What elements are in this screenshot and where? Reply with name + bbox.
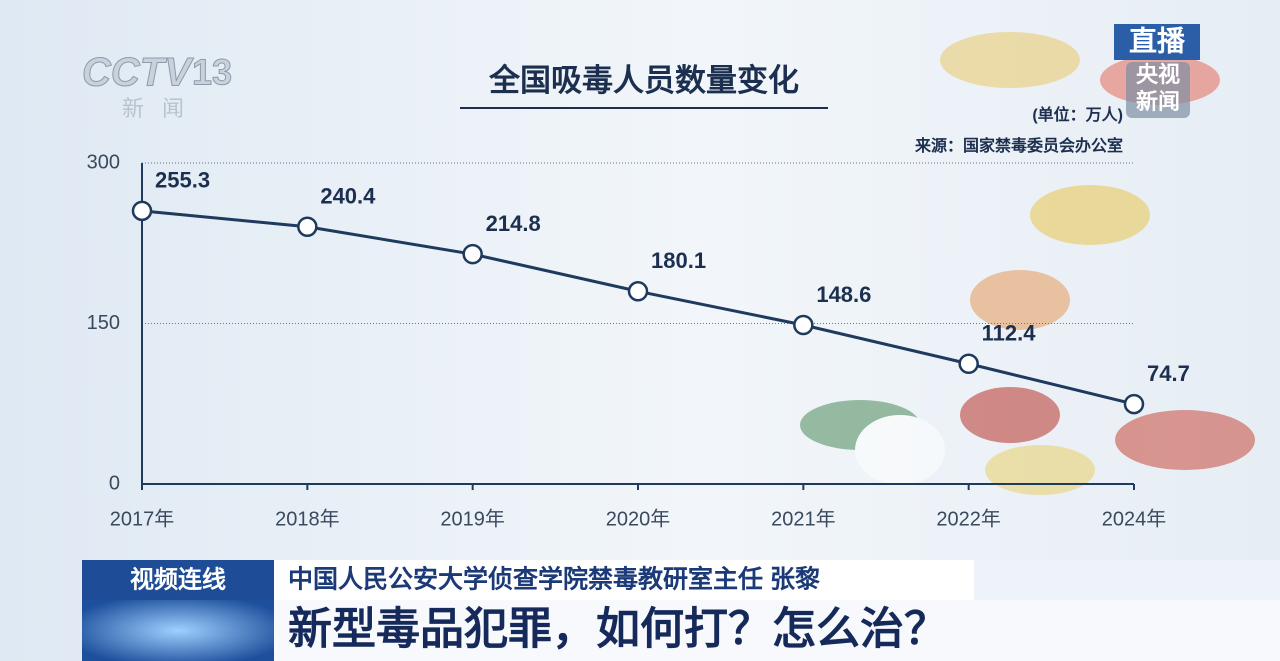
logo-channel: CCTV — [82, 51, 194, 95]
data-point — [793, 314, 814, 336]
badge-brand-top: 央视 — [1136, 62, 1180, 87]
tag-bg — [82, 560, 274, 600]
badge-live-bg — [1114, 24, 1200, 60]
data-point — [958, 353, 979, 374]
x-tick-label: 2021年 — [771, 507, 836, 530]
data-point — [627, 281, 649, 302]
data-label: 240.4 — [320, 184, 376, 209]
data-label: 180.1 — [651, 248, 706, 273]
globe — [82, 600, 274, 661]
data-label: 112.4 — [982, 321, 1037, 346]
speaker-bg — [274, 560, 974, 600]
logo: CCTV 13 新闻 — [82, 50, 233, 121]
data-point — [131, 200, 153, 222]
y-tick-label: 300 — [87, 151, 120, 173]
logo-number: 13 — [192, 52, 232, 93]
badge: 直播 央视 新闻 — [1114, 24, 1200, 118]
x-tick-label: 2020年 — [606, 507, 671, 530]
data-label: 148.6 — [816, 282, 871, 307]
x-tick-label: 2024年 — [1102, 507, 1167, 530]
tag: 视频连线 — [130, 565, 226, 593]
logo-sub: 新闻 — [122, 96, 202, 121]
data-label: 74.7 — [1147, 361, 1190, 386]
x-tick-label: 2022年 — [936, 507, 1001, 530]
x-tick-label: 2017年 — [110, 507, 175, 530]
data-point — [1123, 393, 1145, 415]
speaker: 中国人民公安大学侦查学院禁毒教研室主任 张黎 — [288, 565, 820, 594]
headline: 新型毒品犯罪，如何打？怎么治？ — [288, 605, 948, 654]
chart-title: 全国吸毒人员数量变化 — [488, 63, 799, 98]
data-label: 214.8 — [486, 211, 541, 236]
data-point — [462, 243, 483, 265]
badge-brand-bg — [1126, 62, 1190, 118]
x-tick-label: 2018年 — [275, 507, 340, 530]
headline-bg — [82, 600, 1280, 661]
y-tick-label: 0 — [109, 472, 120, 494]
plot: 0 150 300 2017年 2018年 2019年 2020年 2021年 2022年 202… — [87, 151, 1190, 530]
data-label: 255.3 — [155, 168, 210, 193]
lower-third: 视频连线 中国人民公安大学侦查学院禁毒教研室主任 张黎 新型毒品犯罪，如何打？怎… — [82, 560, 1280, 661]
source: 来源：国家禁毒委员会办公室 — [914, 136, 1123, 155]
y-tick-label: 150 — [87, 312, 120, 334]
unit-note: (单位：万人) — [1032, 105, 1123, 124]
data-point — [297, 216, 318, 238]
badge-live: 直播 — [1129, 25, 1186, 56]
x-tick-label: 2019年 — [440, 507, 505, 530]
badge-brand-bottom: 新闻 — [1136, 89, 1180, 114]
